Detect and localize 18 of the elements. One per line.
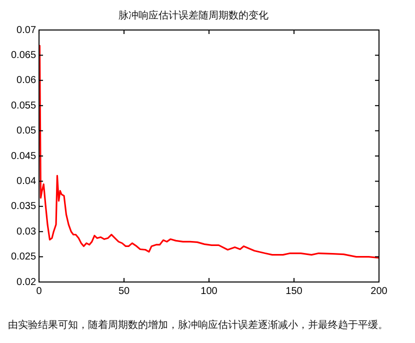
y-tick-label: 0.065 [10, 50, 36, 61]
y-tick-label: 0.04 [16, 176, 36, 187]
x-tick-label: 200 [370, 286, 388, 297]
chart-title: 脉冲响应估计误差随周期数的变化 [118, 10, 268, 22]
x-tick-label: 50 [118, 286, 130, 297]
x-tick-label: 0 [36, 286, 42, 297]
y-tick-label: 0.025 [10, 252, 36, 263]
y-tick-label: 0.035 [10, 201, 36, 212]
text: 由实验结果可知，随着周期数的增加，脉冲响应估计误差逐渐减小，并最终趋于平缓。 [8, 318, 389, 332]
y-tick-label: 0.055 [10, 100, 36, 112]
x-tick-label: 100 [200, 286, 218, 297]
y-tick-label: 0.06 [16, 75, 36, 86]
x-tick-label: 150 [286, 286, 303, 297]
y-tick-label: 0.045 [10, 150, 36, 162]
y-tick-label: 0.07 [16, 24, 36, 36]
y-tick-label: 0.05 [16, 126, 36, 137]
y-tick-label: 0.03 [16, 226, 36, 238]
y-tick-label: 0.02 [16, 276, 36, 288]
